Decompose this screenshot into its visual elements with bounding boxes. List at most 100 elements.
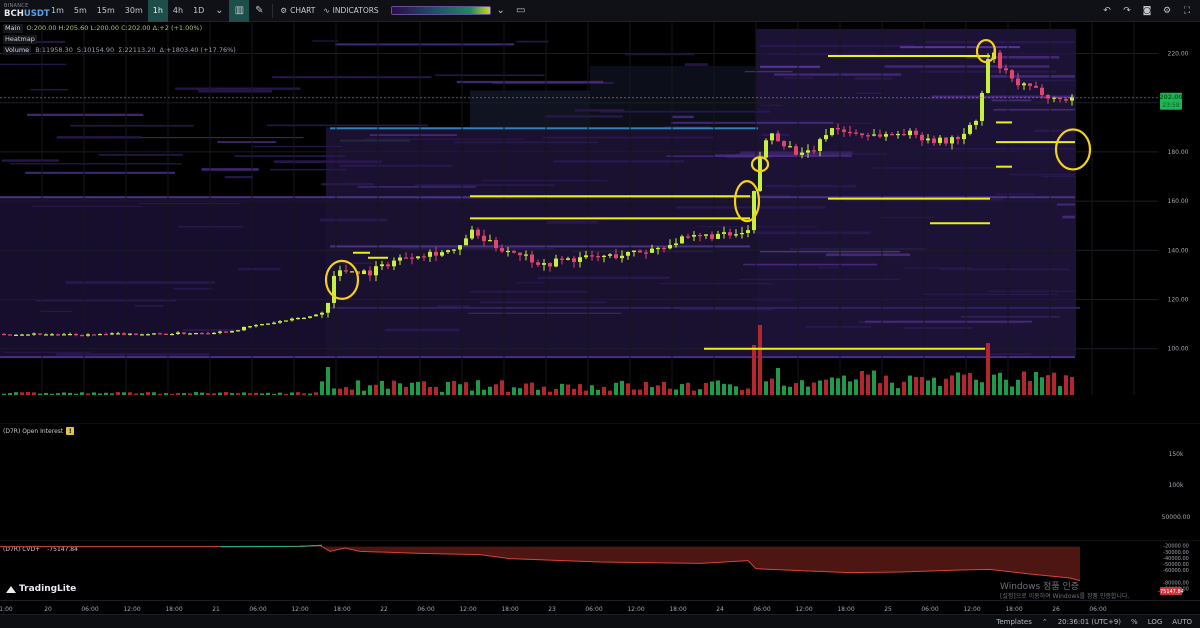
cvd-panel[interactable]: -20000.00-30000.00-40000.00-50000.00-600… — [0, 540, 1200, 600]
main-price-chart[interactable]: 220.00 180.00 160.00 140.00 120.00 100.00 202.… — [0, 22, 1200, 395]
candle-bull — [554, 258, 558, 267]
templates-caret-icon[interactable]: ⌃ — [1041, 617, 1048, 626]
auto-scale-button[interactable]: AUTO — [1172, 617, 1192, 626]
candle-bull — [152, 333, 156, 335]
cvd-positive-segment — [219, 544, 323, 548]
candle-bear — [368, 270, 372, 276]
volume-bar — [920, 377, 924, 395]
cvd-tick-label: -80000.00 — [1163, 580, 1189, 586]
liquidity-streak — [744, 70, 793, 73]
ohlc-high: H:205.60 — [58, 24, 89, 32]
oi-panel-label: (D7R) Open Interest ! — [3, 427, 75, 435]
volume-bar — [488, 386, 492, 395]
liquidity-streak — [931, 95, 1075, 98]
top-toolbar: BINANCE BCHUSDT 1m 5m 15m 30m 1h 4h 1D ⌄… — [0, 0, 1200, 22]
log-scale-button[interactable]: LOG — [1147, 617, 1163, 626]
time-axis[interactable]: 1:00 20 06:00 12:00 18:00 21 06:00 12:00 18:00 22… — [0, 600, 1200, 614]
warning-icon[interactable]: ! — [66, 427, 75, 435]
volume-bar — [806, 386, 810, 395]
liquidity-streak — [965, 56, 1060, 59]
volume-bar — [980, 382, 984, 395]
price-tick-label: 220.00 — [1168, 51, 1189, 58]
liquidity-streak — [224, 175, 253, 179]
candles-icon[interactable]: ▥ — [229, 0, 250, 22]
volume-bar — [1064, 375, 1068, 395]
volume-bar — [224, 392, 228, 395]
drawing-tools-icon[interactable]: ✎ — [255, 5, 264, 16]
volume-bar — [434, 386, 438, 395]
percent-scale-button[interactable]: % — [1131, 617, 1138, 626]
timeframe-dropdown-icon[interactable]: ⌄ — [215, 5, 224, 16]
liquidity-streak — [925, 41, 1075, 44]
candle-bull — [308, 316, 312, 318]
candle-bear — [1010, 70, 1014, 79]
candle-bull — [260, 324, 264, 326]
timeframe-1h[interactable]: 1h — [147, 0, 168, 22]
candle-bear — [494, 240, 498, 249]
redo-icon[interactable]: ↷ — [1123, 6, 1131, 16]
cvd-value: -75147.84 — [47, 546, 78, 553]
liquidity-streak — [481, 179, 608, 182]
candle-bull — [770, 133, 774, 141]
gradient-dropdown-icon[interactable]: ⌄ — [496, 5, 505, 16]
volume-bar — [1058, 386, 1062, 395]
ohlc-change: Δ:+2 (+1.00%) — [152, 24, 203, 32]
legend-heatmap-label[interactable]: Heatmap — [3, 34, 37, 44]
liquidity-streak — [537, 276, 670, 279]
candle-bull — [314, 314, 318, 317]
timeframe-1m[interactable]: 1m — [51, 6, 64, 15]
symbol-selector[interactable]: BINANCE BCHUSDT — [0, 0, 50, 22]
legend-volume-label[interactable]: Volume — [3, 45, 32, 55]
chart-settings-button[interactable]: ⚙ CHART — [276, 6, 319, 15]
liquidity-streak — [468, 312, 622, 314]
volume-bar — [98, 393, 102, 395]
layout-icon[interactable]: ▭ — [515, 5, 526, 16]
timeframe-5m[interactable]: 5m — [73, 6, 87, 15]
candle-bear — [1016, 78, 1020, 86]
candle-bull — [752, 191, 756, 231]
liquidity-streak — [880, 216, 935, 218]
candle-bear — [1004, 68, 1008, 71]
undo-icon[interactable]: ↶ — [1103, 6, 1111, 16]
timeframe-30m[interactable]: 30m — [124, 6, 143, 15]
templates-button[interactable]: Templates — [996, 617, 1032, 626]
candle-bear — [56, 334, 60, 336]
volume-bar — [446, 381, 450, 395]
candle-bull — [320, 312, 324, 315]
cvd-tick-label: -50000.00 — [1163, 562, 1189, 568]
volume-bar — [254, 392, 258, 395]
volume-bar — [764, 381, 768, 395]
gear-icon[interactable]: ⚙ — [1162, 6, 1172, 16]
volume-bar — [740, 390, 744, 395]
timeframe-1d[interactable]: 1D — [193, 6, 205, 15]
candle-bear — [122, 333, 126, 335]
camera-icon[interactable]: ◙ — [1142, 6, 1152, 16]
volume-bar — [188, 393, 192, 395]
candle-bear — [944, 137, 948, 144]
volume-bar — [158, 393, 162, 395]
liquidity-streak — [56, 136, 142, 139]
candle-bull — [908, 130, 912, 136]
candle-bull — [656, 247, 660, 250]
candle-bull — [194, 333, 198, 335]
liquidity-streak — [764, 184, 856, 188]
indicators-button[interactable]: ∿ INDICATORS — [319, 6, 382, 15]
timeframe-4h[interactable]: 4h — [172, 6, 184, 15]
cvd-current-badge — [1160, 587, 1182, 595]
candle-bear — [596, 256, 600, 258]
liquidity-streak — [805, 325, 872, 328]
candle-bull — [290, 318, 294, 321]
open-interest-panel[interactable]: 150k 100k 50000.00 — [0, 423, 1200, 540]
volume-bar — [914, 376, 918, 395]
volume-bar — [950, 375, 954, 395]
legend-main-label[interactable]: Main — [3, 23, 23, 33]
liquidity-streak — [903, 267, 972, 269]
candle-bull — [626, 251, 630, 256]
fullscreen-icon[interactable]: ⛶ — [1183, 6, 1191, 16]
volume-bar — [482, 389, 486, 395]
liquidity-streak — [671, 115, 694, 119]
candle-bear — [476, 229, 480, 236]
color-gradient-selector[interactable] — [390, 6, 491, 15]
timeframe-15m[interactable]: 15m — [96, 6, 115, 15]
liquidity-streak — [234, 155, 346, 158]
